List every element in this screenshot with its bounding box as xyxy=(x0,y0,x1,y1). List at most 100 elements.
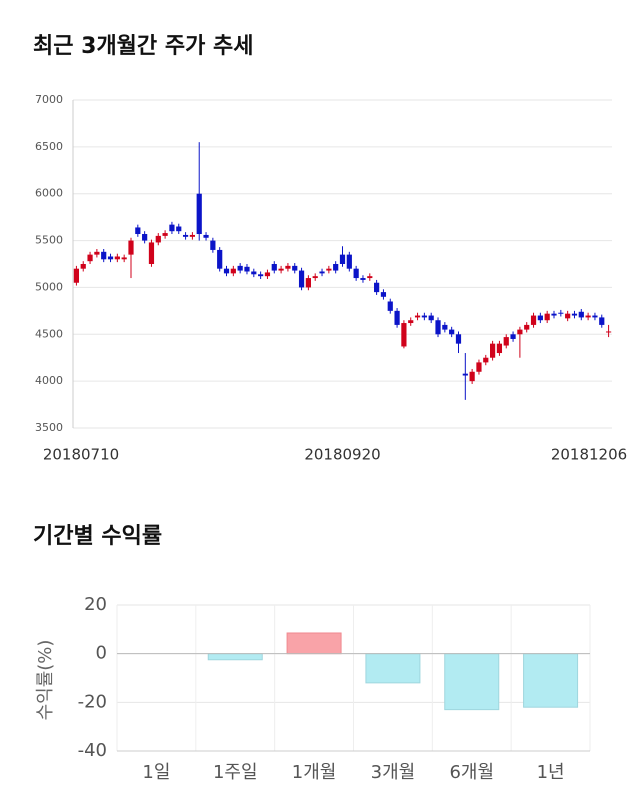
candle-body xyxy=(128,240,134,255)
candle-body xyxy=(353,268,359,279)
candle-body xyxy=(319,271,325,274)
candle-body xyxy=(162,233,168,236)
candle-body xyxy=(264,272,271,277)
candle-body xyxy=(421,315,427,318)
candle-body xyxy=(292,265,298,271)
x-tick-label: 1주일 xyxy=(213,762,258,783)
candle-body xyxy=(298,270,305,288)
candle-body xyxy=(210,240,216,250)
candle-body xyxy=(414,315,421,318)
candle-body xyxy=(258,274,264,277)
candle-body xyxy=(510,334,516,339)
y-tick-label: 4000 xyxy=(35,374,63,387)
candle-body xyxy=(182,234,189,237)
x-tick-label: 6개월 xyxy=(449,762,494,783)
candle-body xyxy=(428,315,434,321)
candle-body xyxy=(142,234,148,241)
candle-body xyxy=(339,254,346,264)
candle-body xyxy=(483,357,489,363)
chart-title: 최근 3개월간 주가 추세 xyxy=(33,34,253,59)
x-tick-label: 1년 xyxy=(537,762,565,783)
candle-body xyxy=(605,331,612,333)
y-tick-label: 5000 xyxy=(35,280,63,293)
y-tick-label: 20 xyxy=(84,594,107,615)
candle-body xyxy=(169,224,175,232)
bar xyxy=(444,653,500,711)
candle-body xyxy=(462,373,468,376)
candle-body xyxy=(496,343,503,354)
candle-body xyxy=(585,315,591,318)
candle-body xyxy=(387,301,393,311)
candle-body xyxy=(114,256,120,260)
candle-body xyxy=(312,276,318,279)
candle-body xyxy=(524,324,530,330)
y-tick-label: 4500 xyxy=(35,327,63,340)
y-tick-label: 5500 xyxy=(35,234,63,247)
x-tick-label: 1일 xyxy=(142,762,170,783)
y-tick-label: 3500 xyxy=(35,421,63,434)
candle-body xyxy=(326,268,332,271)
candle-body xyxy=(203,234,209,238)
x-tick-label: 20181206 xyxy=(551,446,627,464)
candle-body xyxy=(189,234,195,237)
candle-body xyxy=(455,334,462,344)
candle-body xyxy=(367,276,373,279)
bar xyxy=(365,653,421,684)
candle-body xyxy=(230,268,236,274)
candle-body xyxy=(476,362,482,372)
candle-body xyxy=(592,315,598,318)
candle-body xyxy=(101,251,107,260)
candle-body xyxy=(271,264,277,271)
candle-body xyxy=(121,257,127,260)
y-axis-title: 수익률(%) xyxy=(35,640,56,721)
candle-body xyxy=(217,249,223,269)
candle-body xyxy=(107,256,114,260)
candle-body xyxy=(408,320,414,324)
candle-body xyxy=(394,310,400,325)
candle-body xyxy=(176,226,182,232)
y-tick-label: 7000 xyxy=(35,93,63,106)
candle-body xyxy=(490,343,496,358)
candle-body xyxy=(223,268,230,274)
candle-body xyxy=(196,193,202,235)
candle-body xyxy=(333,264,339,271)
bar xyxy=(523,653,579,708)
candle-body xyxy=(244,266,250,272)
candle-body xyxy=(469,371,475,382)
candle-body xyxy=(551,313,557,316)
candle-body xyxy=(571,313,578,316)
candle-body xyxy=(155,235,161,243)
x-tick-label: 20180920 xyxy=(304,446,380,464)
x-tick-label: 3개월 xyxy=(371,762,416,783)
candle-body xyxy=(503,337,509,346)
candle-body xyxy=(94,251,100,255)
candle-body xyxy=(530,315,537,325)
candle-body xyxy=(278,268,284,271)
candle-body xyxy=(599,317,605,325)
y-tick-label: 6500 xyxy=(35,140,63,153)
candle-body xyxy=(517,329,523,335)
candle-body xyxy=(73,268,80,283)
candle-body xyxy=(537,315,543,321)
candle-body xyxy=(544,313,550,321)
y-tick-label: 6000 xyxy=(35,187,63,200)
candle-body xyxy=(442,324,448,330)
candle-body xyxy=(87,254,93,262)
bar xyxy=(207,653,263,661)
candle-body xyxy=(360,278,366,280)
candle-body xyxy=(346,254,352,269)
candle-body xyxy=(449,329,455,335)
bar xyxy=(286,632,342,655)
candle-body xyxy=(380,292,387,297)
candle-body xyxy=(237,265,243,271)
candle-body xyxy=(80,264,86,269)
candle-body xyxy=(565,313,571,319)
candle-body xyxy=(285,265,291,269)
y-tick-label: -40 xyxy=(78,740,107,761)
candle-body xyxy=(558,312,564,314)
candle-body xyxy=(435,320,441,335)
chart-title: 기간별 수익률 xyxy=(33,524,162,549)
candle-body xyxy=(374,282,380,293)
y-tick-label: 0 xyxy=(96,643,107,664)
